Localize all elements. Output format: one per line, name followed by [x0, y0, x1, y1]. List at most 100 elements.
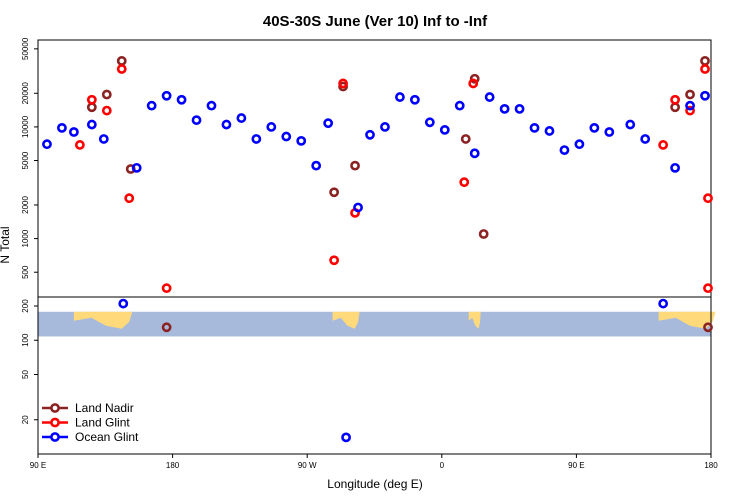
data-point	[700, 90, 710, 101]
data-point	[116, 55, 127, 66]
lower-y-axis: 20 50 100 200	[21, 299, 38, 424]
data-point	[353, 202, 363, 213]
x-axis: 90 E 180 90 W 0 90 E 180	[30, 454, 718, 470]
map-band	[38, 311, 716, 337]
y-axis-label: N Total	[0, 226, 12, 263]
data-point	[57, 122, 67, 133]
data-point	[176, 94, 187, 105]
y-tick-label: 500	[21, 265, 30, 279]
land-australia-left	[73, 311, 133, 329]
y-tick-label: 50	[21, 369, 30, 378]
data-point	[604, 127, 615, 137]
ocean-band	[38, 311, 711, 337]
x-tick-label: 90 W	[298, 461, 317, 470]
y-tick-label: 5000	[21, 151, 30, 169]
data-point	[469, 148, 480, 159]
data-point	[478, 229, 489, 239]
data-point	[329, 255, 340, 266]
data-point	[74, 140, 85, 150]
data-point	[703, 193, 713, 204]
x-tick-label: 180	[166, 461, 180, 470]
legend-label: Land Nadir	[75, 401, 134, 415]
data-point	[86, 102, 97, 113]
land-australia-right	[658, 311, 716, 329]
data-point	[323, 118, 334, 129]
data-point	[658, 298, 669, 309]
data-point	[86, 119, 97, 130]
legend-marker	[50, 403, 60, 413]
data-point	[266, 122, 277, 132]
series-ocean-glint	[42, 90, 710, 443]
data-point	[499, 103, 510, 114]
data-point	[101, 105, 112, 116]
data-point	[161, 283, 172, 294]
data-point	[484, 92, 495, 102]
data-point	[251, 134, 262, 144]
data-point	[350, 160, 360, 171]
data-point	[395, 92, 405, 102]
data-points	[42, 55, 713, 443]
data-point	[459, 177, 470, 188]
data-point	[469, 73, 480, 84]
land-south-america	[332, 311, 360, 329]
data-point	[468, 78, 479, 89]
data-point	[161, 322, 172, 333]
data-point	[685, 100, 695, 111]
series-land-nadir	[86, 55, 713, 333]
data-point	[625, 119, 636, 130]
data-point	[124, 193, 135, 204]
data-point	[574, 139, 585, 150]
chart-title: 40S-30S June (Ver 10) Inf to -Inf	[263, 13, 488, 30]
legend-marker	[50, 432, 60, 442]
data-point	[281, 131, 292, 142]
data-point	[98, 134, 109, 144]
lower-panel-frame	[37, 296, 712, 455]
y-tick-label: 10000	[21, 115, 30, 138]
series-land-glint	[74, 64, 713, 294]
y-tick-label: 50000	[21, 37, 30, 60]
data-point	[206, 100, 217, 111]
data-point	[559, 145, 570, 155]
data-point	[670, 94, 681, 105]
data-point	[101, 89, 112, 100]
legend-marker	[50, 417, 60, 428]
data-point	[191, 115, 202, 126]
data-point	[42, 139, 52, 150]
data-point	[589, 122, 600, 133]
data-point	[685, 89, 695, 100]
y-tick-label: 1000	[21, 229, 30, 247]
data-point	[424, 117, 435, 128]
data-point	[700, 64, 710, 74]
x-tick-label: 0	[440, 461, 445, 470]
land-shapes	[73, 311, 716, 329]
x-tick-label: 180	[704, 461, 718, 470]
data-point	[296, 135, 307, 146]
upper-y-axis: 500 1000 2000 5000 10000 20000 50000	[21, 37, 38, 279]
y-tick-label: 20	[21, 415, 30, 424]
data-point	[338, 78, 348, 89]
data-point	[640, 134, 651, 144]
data-point	[380, 122, 390, 132]
data-point	[118, 298, 129, 309]
data-point	[341, 432, 351, 443]
x-tick-label: 90 E	[568, 461, 584, 470]
data-point	[236, 113, 247, 123]
y-tick-label: 100	[21, 333, 30, 347]
data-point	[514, 103, 525, 114]
legend-label: Land Glint	[75, 416, 130, 430]
legend-label: Ocean Glint	[75, 430, 139, 444]
data-point	[161, 90, 172, 101]
data-point	[146, 100, 157, 111]
data-point	[68, 127, 79, 137]
data-point	[439, 125, 450, 135]
data-point	[544, 126, 555, 136]
data-point	[311, 160, 322, 171]
data-point	[670, 162, 681, 173]
x-axis-label: Longitude (deg E)	[327, 477, 422, 491]
data-point	[703, 283, 713, 294]
data-point	[670, 102, 681, 113]
data-point	[409, 94, 420, 105]
data-point	[685, 105, 695, 116]
